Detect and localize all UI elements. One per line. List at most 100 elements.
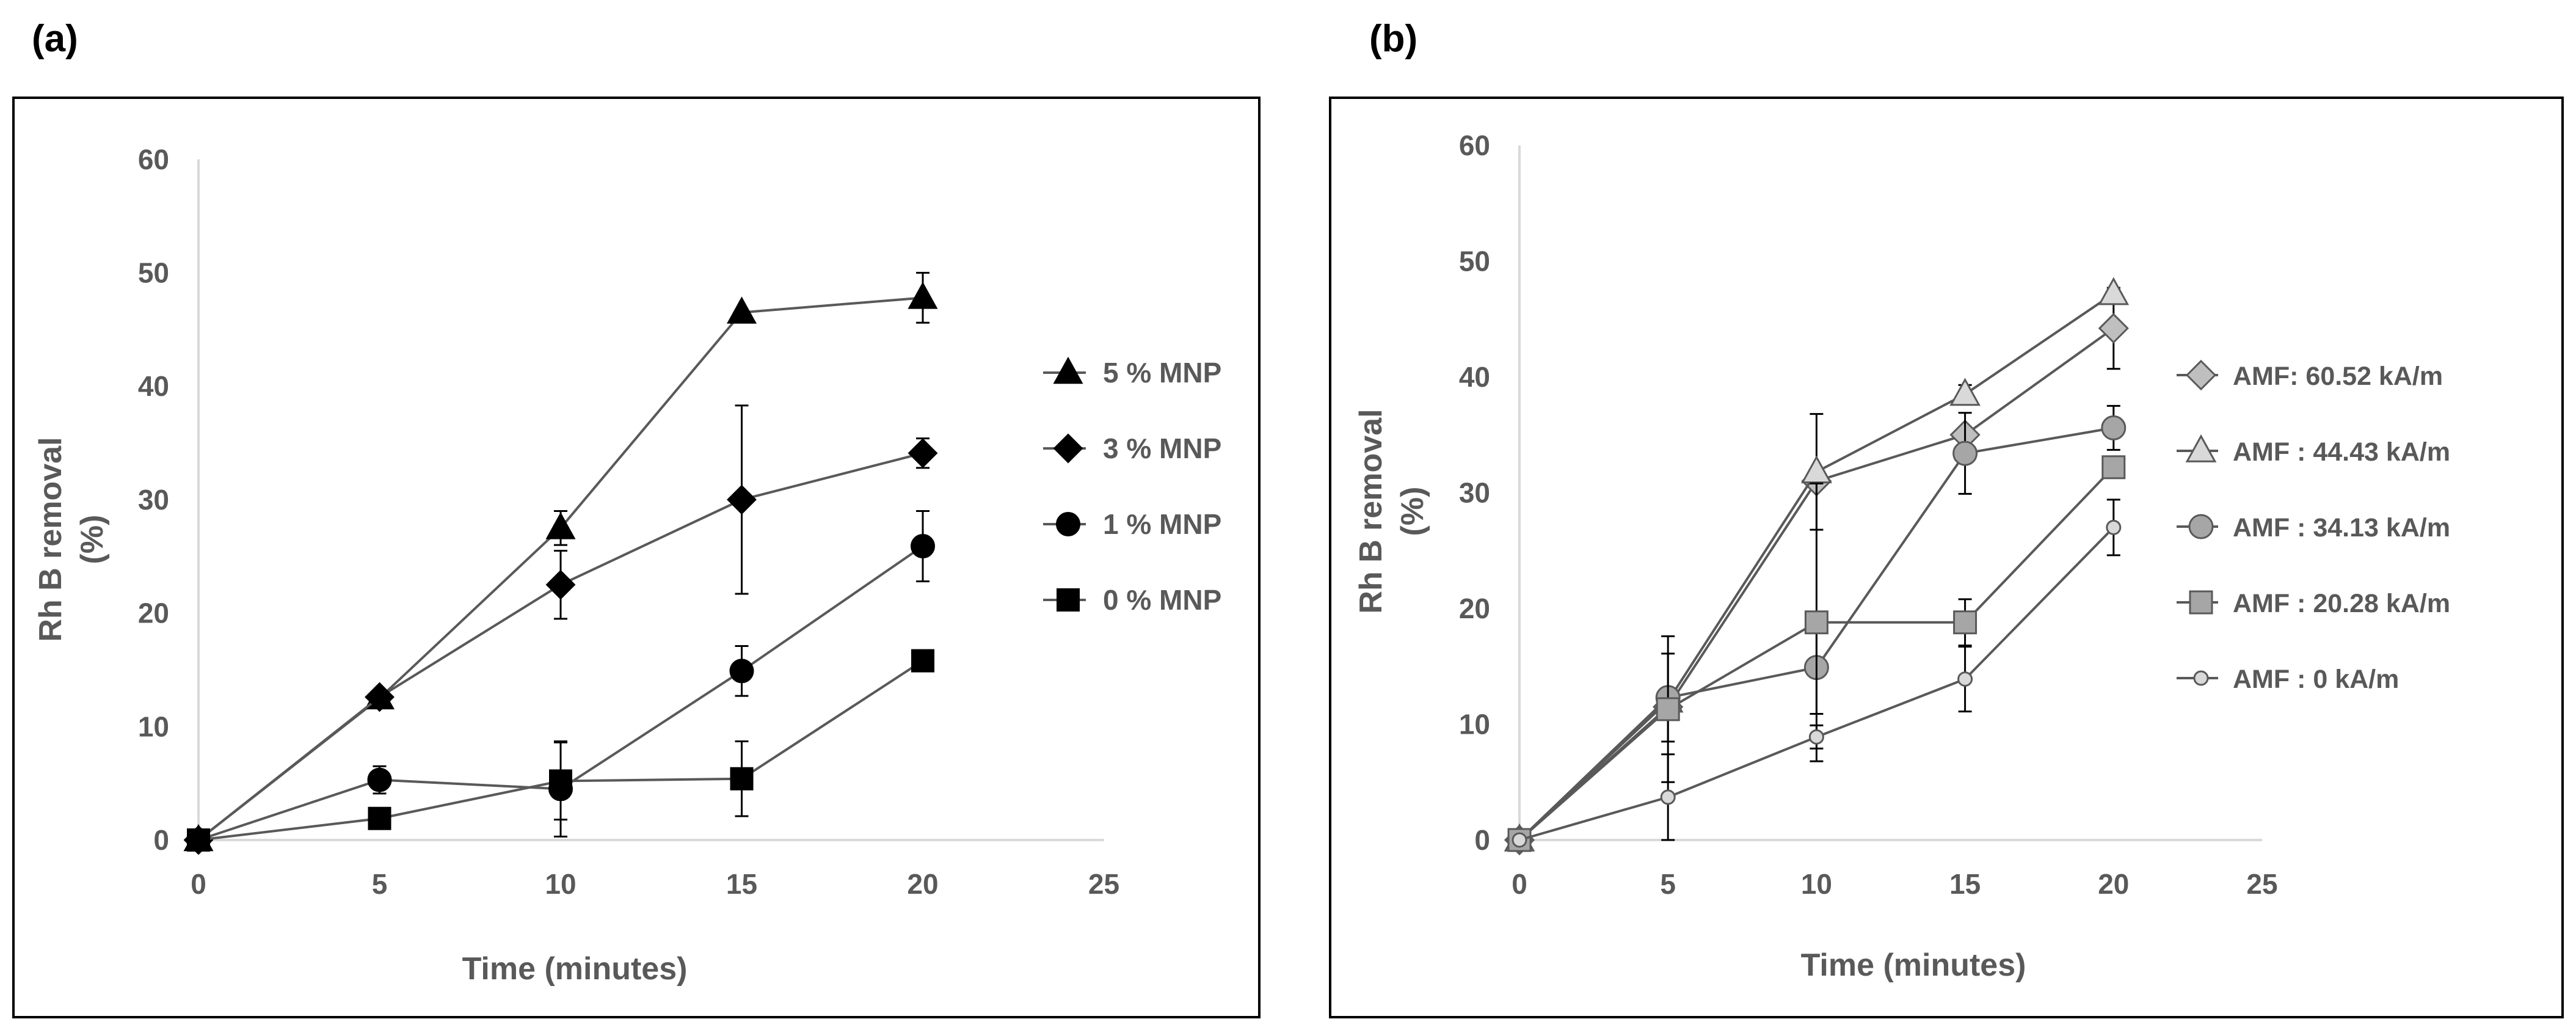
- panel-b-data-point: [1952, 440, 1978, 466]
- legend-label: AMF : 34.13 kA/m: [2233, 513, 2450, 542]
- panel-b-data-point: [2098, 277, 2130, 305]
- panel-a-data-point: [187, 828, 210, 852]
- panel-b-legend-item: AMF : 20.28 kA/m: [2177, 589, 2450, 618]
- panel-b-legend-item: AMF : 44.43 kA/m: [2177, 434, 2450, 467]
- panel-b-data-point: [1801, 455, 1832, 484]
- panel-b-legend-item: AMF : 0 kA/m: [2177, 665, 2399, 694]
- panel-b-series-3: [1507, 455, 2126, 852]
- legend-marker: [1057, 588, 1080, 612]
- panel-a-series-3: [187, 649, 934, 852]
- panel-a-y-tick-label: 60: [138, 144, 169, 175]
- panel-a-legend-item: 1 % MNP: [1043, 508, 1221, 540]
- panel-b-data-point: [1957, 671, 1973, 687]
- panel-a-x-tick-label: 0: [191, 868, 206, 900]
- legend-label: 0 % MNP: [1103, 584, 1221, 616]
- panel-a-x-tick-label: 15: [726, 868, 757, 900]
- panel-a-legend: 5 % MNP 3 % MNP 1 % MNP 0 % MNP: [1043, 356, 1221, 616]
- panel-b-y-tick-label: 60: [1459, 130, 1490, 161]
- panel-a-data-point: [911, 649, 934, 673]
- panel-b-frame: [1329, 97, 2564, 1018]
- legend-marker: [2193, 670, 2209, 686]
- panel-a-x-tick-label: 10: [545, 868, 576, 900]
- panel-b-legend-item: AMF : 34.13 kA/m: [2177, 513, 2450, 542]
- panel-b-y-tick-label: 10: [1459, 709, 1490, 740]
- panel-b-y-axis-title-line2: (%): [1395, 487, 1430, 536]
- legend-label: 1 % MNP: [1103, 508, 1221, 540]
- panel-b-x-tick-label: 0: [1512, 868, 1527, 900]
- panel-a-data-point: [729, 659, 754, 684]
- panel-a-legend-item: 5 % MNP: [1043, 356, 1221, 389]
- panel-b-x-tick-label: 10: [1801, 868, 1832, 900]
- panel-b-x-axis-title: Time (minutes): [1801, 948, 2026, 983]
- panel-a-data-point: [545, 569, 576, 600]
- panel-b-x-tick-label: 15: [1949, 868, 1981, 900]
- panel-a-y-tick-label: 50: [138, 257, 169, 289]
- panel-b-data-point: [1660, 789, 1676, 805]
- legend-marker: [1053, 356, 1083, 384]
- panel-a-y-tick-label: 20: [138, 597, 169, 629]
- panel-a-y-tick-label: 10: [138, 710, 169, 742]
- panel-a-label: (a): [32, 18, 78, 60]
- panel-b-data-point: [1656, 697, 1680, 721]
- panel-b-y-tick-label: 30: [1459, 477, 1490, 509]
- legend-label: 5 % MNP: [1103, 357, 1221, 389]
- panel-a-data-point: [730, 767, 754, 791]
- legend-label: AMF : 0 kA/m: [2233, 665, 2399, 694]
- legend-label: AMF : 44.43 kA/m: [2233, 437, 2450, 467]
- panel-a-data-point: [549, 769, 572, 793]
- legend-label: AMF : 20.28 kA/m: [2233, 589, 2450, 618]
- panel-a-x-tick-label: 25: [1088, 868, 1119, 900]
- panel-a-data-point: [727, 484, 757, 515]
- panel-b-data-point: [1512, 832, 1527, 848]
- panel-b-data-point: [1808, 729, 1824, 745]
- panel-a-data-point: [908, 282, 938, 309]
- panel-a-x-axis-title: Time (minutes): [462, 951, 688, 987]
- panel-b-x-tick-label: 5: [1660, 868, 1676, 900]
- panel-b-y-tick-label: 40: [1459, 361, 1490, 393]
- panel-a-y-axis-title-line1: Rh B removal: [33, 437, 68, 641]
- panel-a-plot-area: 0 5 10 15 20 25 0 10 20 30 40 50 60: [138, 144, 1119, 900]
- panel-b-data-point: [1953, 610, 1977, 635]
- panel-a-y-tick-label: 40: [138, 370, 169, 402]
- panel-a-legend-item: 0 % MNP: [1043, 584, 1221, 616]
- panel-b-data-point: [1949, 378, 1981, 406]
- panel-a-data-point: [368, 806, 391, 830]
- panel-a-data-point: [365, 682, 395, 712]
- panel-b-legend-item: AMF: 60.52 kA/m: [2177, 359, 2443, 391]
- panel-b-y-tick-label: 0: [1474, 824, 1490, 856]
- panel-a-data-point: [908, 438, 938, 469]
- panel-b-data-point: [2101, 455, 2126, 480]
- panel-a-y-tick-label: 0: [153, 824, 169, 856]
- panel-a-legend-item: 3 % MNP: [1043, 433, 1221, 464]
- panel-b-plot-area: 0 5 10 15 20 25 0 10 20 30 40 50 60: [1459, 130, 2278, 900]
- panel-b-data-point: [2101, 415, 2127, 440]
- panel-a-x-tick-label: 5: [372, 868, 388, 900]
- panel-a-y-tick-label: 30: [138, 484, 169, 516]
- panel-b-series-4: [1512, 499, 2122, 848]
- legend-marker: [1053, 433, 1083, 464]
- panel-b-y-tick-label: 20: [1459, 593, 1490, 624]
- legend-marker: [2185, 359, 2217, 391]
- panel-a-data-point: [545, 512, 576, 539]
- legend-marker: [2185, 434, 2217, 462]
- panel-a-data-point: [727, 296, 757, 324]
- panel-a-data-point: [367, 767, 392, 792]
- panel-b-data-point: [2106, 519, 2122, 535]
- panel-b-label: (b): [1369, 18, 1417, 60]
- panel-a-data-point: [911, 534, 935, 559]
- legend-marker: [2188, 514, 2214, 539]
- panel-b-legend: AMF: 60.52 kA/m AMF : 44.43 kA/m AMF : 34.…: [2177, 359, 2450, 694]
- panel-a-frame: [12, 97, 1261, 1018]
- legend-label: 3 % MNP: [1103, 433, 1221, 464]
- panel-a-y-axis-title-line2: (%): [75, 515, 110, 564]
- panel-a-x-tick-label: 20: [907, 868, 938, 900]
- panel-b-x-tick-label: 25: [2246, 868, 2277, 900]
- panel-b-x-tick-label: 20: [2098, 868, 2129, 900]
- legend-marker: [2189, 590, 2213, 615]
- panel-b-y-axis-title-line1: Rh B removal: [1353, 409, 1389, 613]
- panel-b-data-point: [1804, 610, 1828, 635]
- panel-b-y-tick-label: 50: [1459, 246, 1490, 277]
- panel-b-data-point: [2098, 313, 2129, 344]
